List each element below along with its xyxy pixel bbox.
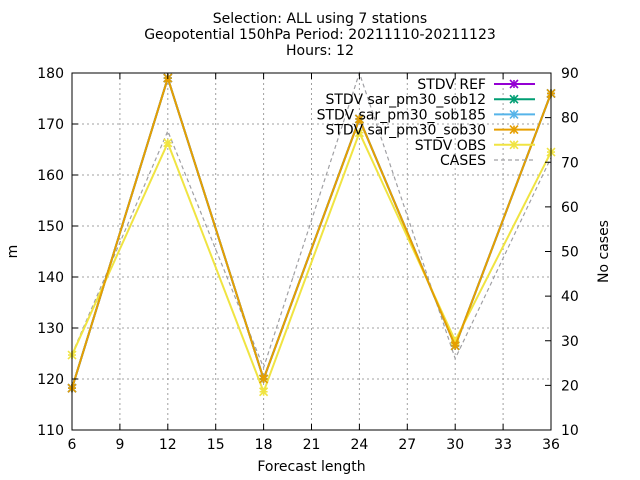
legend-item: STDV sar_pm30_sob12 xyxy=(325,92,535,108)
series-layer xyxy=(67,71,556,397)
y2-tick-label: 50 xyxy=(561,245,579,261)
legend-marker xyxy=(509,109,519,119)
y2-axis-label: No cases xyxy=(596,220,612,283)
data-point xyxy=(450,341,460,351)
chart-title-line-1: Selection: ALL using 7 stations xyxy=(212,11,428,27)
y2-tick-label: 70 xyxy=(561,155,579,171)
y-tick-label: 170 xyxy=(37,117,64,133)
legend-label: STDV sar_pm30_sob30 xyxy=(325,123,486,139)
y2-tick-label: 10 xyxy=(561,423,579,439)
legend-label: STDV sar_pm30_sob185 xyxy=(317,107,486,123)
x-tick-label: 12 xyxy=(159,437,177,453)
y2-tick-label: 40 xyxy=(561,289,579,305)
x-tick-label: 6 xyxy=(68,437,77,453)
legend-item: STDV OBS xyxy=(415,138,535,154)
legend-item: CASES xyxy=(440,153,535,169)
legend-label: STDV sar_pm30_sob12 xyxy=(325,92,486,108)
legend-item: STDV REF xyxy=(417,77,535,93)
y2-tick-label: 80 xyxy=(561,111,579,127)
data-point xyxy=(259,374,269,384)
y2-tick-label: 20 xyxy=(561,378,579,394)
series-stdv-sar-pm30-sob30 xyxy=(67,73,556,393)
legend-marker xyxy=(509,94,519,104)
chart-title-line-3: Hours: 12 xyxy=(286,43,354,59)
x-axis-ticks: 6 9 12 15 18 21 24 27 30 33 36 xyxy=(68,73,560,453)
x-tick-label: 36 xyxy=(542,437,560,453)
series-cases xyxy=(71,71,552,370)
y-axis-label: m xyxy=(5,245,21,259)
x-tick-label: 33 xyxy=(494,437,512,453)
data-point xyxy=(259,387,269,397)
chart-title-line-2: Geopotential 150hPa Period: 20211110-202… xyxy=(144,27,496,43)
x-tick-label: 18 xyxy=(255,437,273,453)
legend-item: STDV sar_pm30_sob30 xyxy=(325,123,535,139)
legend-label: CASES xyxy=(440,153,486,169)
legend-marker xyxy=(509,79,519,89)
y-tick-label: 140 xyxy=(37,270,64,286)
y-tick-label: 120 xyxy=(37,372,64,388)
legend-label: STDV REF xyxy=(417,77,486,93)
y2-tick-label: 60 xyxy=(561,200,579,216)
y2-tick-label: 30 xyxy=(561,334,579,350)
x-axis-label: Forecast length xyxy=(257,459,365,475)
x-tick-label: 21 xyxy=(303,437,321,453)
y2-tick-label: 90 xyxy=(561,66,579,82)
data-point xyxy=(354,128,364,138)
y-tick-label: 180 xyxy=(37,66,64,82)
legend-marker xyxy=(509,125,519,135)
y-axis-ticks: 110 120 130 140 150 160 170 180 xyxy=(37,66,78,439)
x-tick-label: 15 xyxy=(207,437,225,453)
series-line xyxy=(71,74,552,389)
y-tick-label: 110 xyxy=(37,423,64,439)
legend-label: STDV OBS xyxy=(415,138,486,154)
data-point xyxy=(354,114,364,124)
data-point xyxy=(163,138,173,148)
x-tick-label: 9 xyxy=(115,437,124,453)
series-line xyxy=(71,130,552,395)
y-tick-label: 150 xyxy=(37,219,64,235)
legend-item: STDV sar_pm30_sob185 xyxy=(317,107,535,123)
legend-marker xyxy=(509,140,519,150)
x-tick-label: 30 xyxy=(446,437,464,453)
y-tick-label: 130 xyxy=(37,321,64,337)
x-tick-label: 24 xyxy=(350,437,368,453)
x-tick-label: 27 xyxy=(398,437,416,453)
series-line xyxy=(71,71,552,370)
y2-axis-ticks: 10 20 30 40 50 60 70 80 90 xyxy=(545,66,579,439)
y-tick-label: 160 xyxy=(37,168,64,184)
